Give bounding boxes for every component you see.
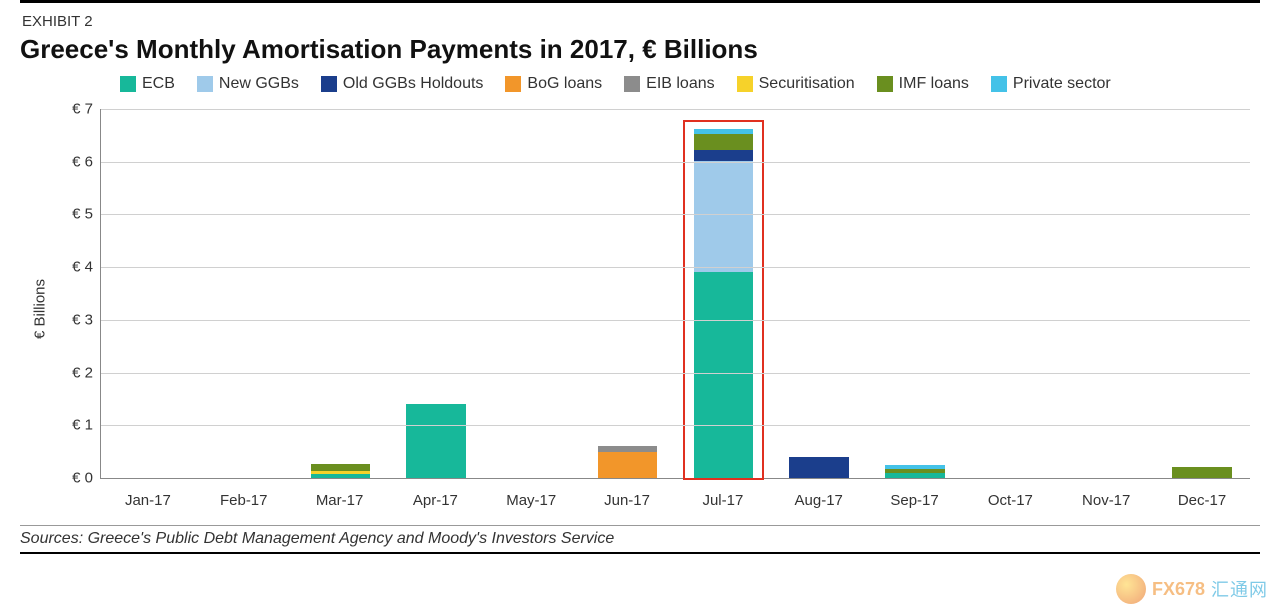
legend-item: Old GGBs Holdouts <box>321 75 484 93</box>
legend-label: ECB <box>142 75 175 93</box>
legend-label: IMF loans <box>899 75 969 93</box>
legend-label: Old GGBs Holdouts <box>343 75 484 93</box>
watermark-logo-icon <box>1116 574 1146 604</box>
legend-label: Securitisation <box>759 75 855 93</box>
legend-swatch <box>624 76 640 92</box>
legend-item: Private sector <box>991 75 1111 93</box>
exhibit-label: EXHIBIT 2 <box>22 13 1280 30</box>
x-tick-label: Nov-17 <box>1058 492 1154 509</box>
y-tick-label: € 3 <box>41 311 93 328</box>
source-note: Sources: Greece's Public Debt Management… <box>20 525 1260 548</box>
x-tick-label: Oct-17 <box>962 492 1058 509</box>
bar-column <box>963 109 1059 478</box>
gridline <box>101 425 1250 426</box>
bar-segment <box>1172 467 1231 478</box>
bar-stack <box>311 464 370 478</box>
legend-label: EIB loans <box>646 75 714 93</box>
bar-column <box>1059 109 1155 478</box>
x-tick-label: Jan-17 <box>100 492 196 509</box>
x-tick-label: Sep-17 <box>867 492 963 509</box>
bar-segment <box>406 404 465 478</box>
legend-swatch <box>197 76 213 92</box>
x-tick-label: Feb-17 <box>196 492 292 509</box>
gridline <box>101 267 1250 268</box>
bar-column <box>197 109 293 478</box>
bar-column <box>484 109 580 478</box>
legend-label: Private sector <box>1013 75 1111 93</box>
y-tick-label: € 6 <box>41 153 93 170</box>
watermark: FX678 汇通网 <box>1116 574 1268 604</box>
legend-item: IMF loans <box>877 75 969 93</box>
chart-title: Greece's Monthly Amortisation Payments i… <box>20 34 1280 65</box>
gridline <box>101 320 1250 321</box>
bar-column <box>676 109 772 478</box>
x-tick-label: May-17 <box>483 492 579 509</box>
top-rule <box>20 0 1260 3</box>
y-tick-label: € 5 <box>41 206 93 223</box>
y-tick-label: € 1 <box>41 417 93 434</box>
bar-column <box>388 109 484 478</box>
bar-segment <box>598 452 657 478</box>
bar-column <box>1154 109 1250 478</box>
y-tick-label: € 7 <box>41 101 93 118</box>
gridline <box>101 109 1250 110</box>
x-tick-label: Jul-17 <box>675 492 771 509</box>
legend: ECB New GGBs Old GGBs Holdouts BoG loans EIB… <box>120 75 1260 93</box>
gridline <box>101 162 1250 163</box>
legend-swatch <box>991 76 1007 92</box>
legend-item: Securitisation <box>737 75 855 93</box>
bar-column <box>867 109 963 478</box>
gridline <box>101 214 1250 215</box>
legend-swatch <box>877 76 893 92</box>
legend-label: BoG loans <box>527 75 602 93</box>
legend-swatch <box>321 76 337 92</box>
bar-segment <box>311 474 370 478</box>
bar-segment <box>885 473 944 478</box>
x-axis-labels: Jan-17Feb-17Mar-17Apr-17May-17Jun-17Jul-… <box>100 492 1250 509</box>
bar-stack <box>885 465 944 478</box>
plot-area: € 0€ 1€ 2€ 3€ 4€ 5€ 6€ 7 <box>100 109 1250 479</box>
bar-column <box>580 109 676 478</box>
bar-column <box>293 109 389 478</box>
bars-container <box>101 109 1250 478</box>
legend-item: EIB loans <box>624 75 714 93</box>
gridline <box>101 373 1250 374</box>
bar-column <box>101 109 197 478</box>
x-tick-label: Aug-17 <box>771 492 867 509</box>
bar-stack <box>789 457 848 478</box>
legend-label: New GGBs <box>219 75 299 93</box>
bar-segment <box>694 150 753 161</box>
bar-column <box>771 109 867 478</box>
x-tick-label: Apr-17 <box>387 492 483 509</box>
x-tick-label: Jun-17 <box>579 492 675 509</box>
legend-swatch <box>120 76 136 92</box>
legend-item: New GGBs <box>197 75 299 93</box>
x-tick-label: Mar-17 <box>292 492 388 509</box>
bar-segment <box>789 457 848 478</box>
bottom-rule <box>20 552 1260 554</box>
x-tick-label: Dec-17 <box>1154 492 1250 509</box>
bar-stack <box>598 446 657 478</box>
bar-segment <box>694 272 753 478</box>
chart-area: € Billions € 0€ 1€ 2€ 3€ 4€ 5€ 6€ 7 Jan-… <box>20 99 1260 519</box>
watermark-cn: 汇通网 <box>1211 576 1268 602</box>
bar-segment <box>694 134 753 150</box>
y-tick-label: € 0 <box>41 470 93 487</box>
y-tick-label: € 2 <box>41 364 93 381</box>
y-axis-label: € Billions <box>32 279 49 339</box>
legend-swatch <box>505 76 521 92</box>
watermark-code: FX678 <box>1152 579 1205 600</box>
y-tick-label: € 4 <box>41 259 93 276</box>
bar-stack <box>406 404 465 478</box>
legend-item: BoG loans <box>505 75 602 93</box>
bar-segment <box>694 161 753 272</box>
legend-item: ECB <box>120 75 175 93</box>
bar-stack <box>1172 467 1231 478</box>
legend-swatch <box>737 76 753 92</box>
